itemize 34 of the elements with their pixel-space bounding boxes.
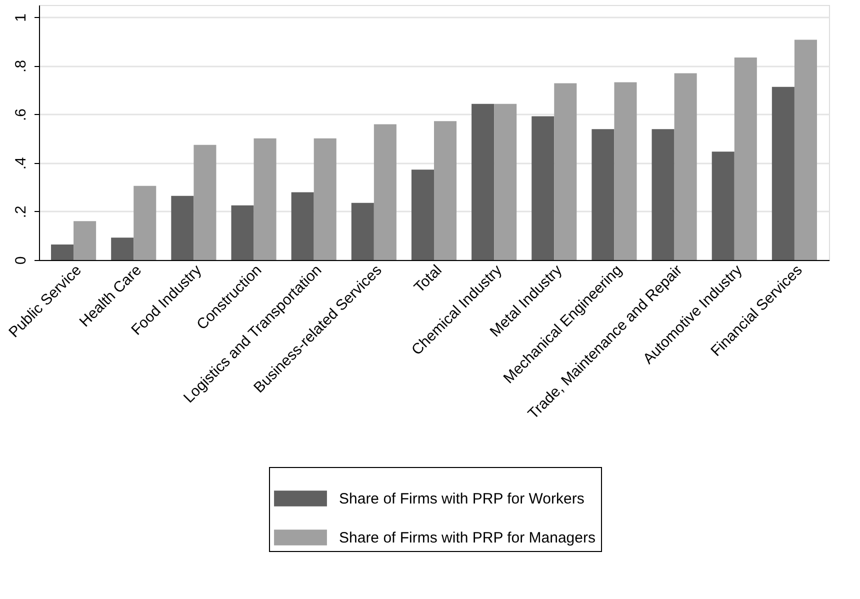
bar — [734, 57, 757, 260]
bar — [411, 170, 434, 260]
bar — [171, 196, 194, 260]
y-tick-label: .8 — [12, 60, 30, 72]
y-tick-label: .6 — [12, 108, 30, 122]
bar — [554, 83, 577, 260]
bar — [772, 86, 794, 260]
bar — [51, 244, 74, 260]
bar — [254, 138, 276, 260]
y-tick-label: .2 — [12, 206, 30, 218]
bar — [472, 104, 494, 260]
bar — [351, 202, 374, 260]
bar — [231, 205, 254, 260]
bar — [74, 221, 96, 260]
bar — [314, 138, 336, 260]
bar — [614, 82, 637, 260]
bar — [592, 129, 614, 260]
legend-label: Share of Firms with PRP for Managers — [339, 530, 596, 546]
legend-label: Share of Firms with PRP for Workers — [339, 490, 584, 508]
bar — [374, 124, 396, 260]
bar — [532, 116, 554, 260]
bar — [111, 238, 134, 260]
bar — [194, 144, 216, 260]
bar — [712, 152, 734, 260]
bar — [494, 104, 517, 260]
y-tick-label: .4 — [12, 157, 30, 170]
bar — [794, 40, 817, 260]
bar — [134, 186, 156, 260]
y-tick-label: 1 — [12, 13, 30, 22]
bar — [291, 192, 314, 260]
bar — [674, 73, 697, 260]
bar — [652, 129, 674, 260]
y-tick-label: 0 — [12, 256, 30, 265]
bar — [434, 121, 457, 260]
